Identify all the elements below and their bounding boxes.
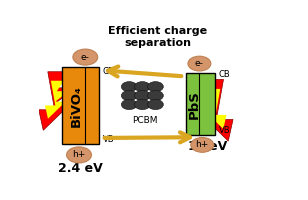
Text: PCBM: PCBM bbox=[132, 116, 157, 125]
FancyBboxPatch shape bbox=[187, 73, 215, 135]
Text: BiVO₄: BiVO₄ bbox=[70, 85, 83, 127]
Circle shape bbox=[135, 91, 150, 101]
Text: 1.9eV: 1.9eV bbox=[188, 140, 228, 153]
Circle shape bbox=[121, 91, 137, 101]
Text: PbS: PbS bbox=[188, 90, 201, 119]
Circle shape bbox=[135, 99, 150, 110]
Polygon shape bbox=[202, 89, 226, 129]
Text: VB: VB bbox=[103, 135, 115, 144]
Text: e-: e- bbox=[195, 59, 204, 68]
Text: CB: CB bbox=[219, 70, 230, 79]
Text: VB: VB bbox=[219, 126, 230, 135]
Text: e-: e- bbox=[81, 53, 90, 62]
Text: h+: h+ bbox=[72, 150, 86, 159]
Text: h+: h+ bbox=[196, 140, 209, 149]
Text: CB: CB bbox=[103, 67, 115, 76]
Circle shape bbox=[148, 91, 163, 101]
Polygon shape bbox=[195, 79, 233, 141]
Circle shape bbox=[121, 82, 137, 92]
Circle shape bbox=[67, 147, 91, 163]
Text: 2.4 eV: 2.4 eV bbox=[59, 162, 103, 175]
Circle shape bbox=[148, 99, 163, 110]
FancyBboxPatch shape bbox=[63, 67, 99, 144]
Circle shape bbox=[73, 49, 98, 65]
Polygon shape bbox=[45, 81, 69, 119]
Circle shape bbox=[188, 56, 211, 71]
Polygon shape bbox=[39, 72, 75, 130]
Circle shape bbox=[135, 82, 150, 92]
Text: Efficient charge
separation: Efficient charge separation bbox=[108, 26, 207, 48]
Circle shape bbox=[191, 137, 214, 152]
Circle shape bbox=[121, 99, 137, 110]
Circle shape bbox=[148, 82, 163, 92]
